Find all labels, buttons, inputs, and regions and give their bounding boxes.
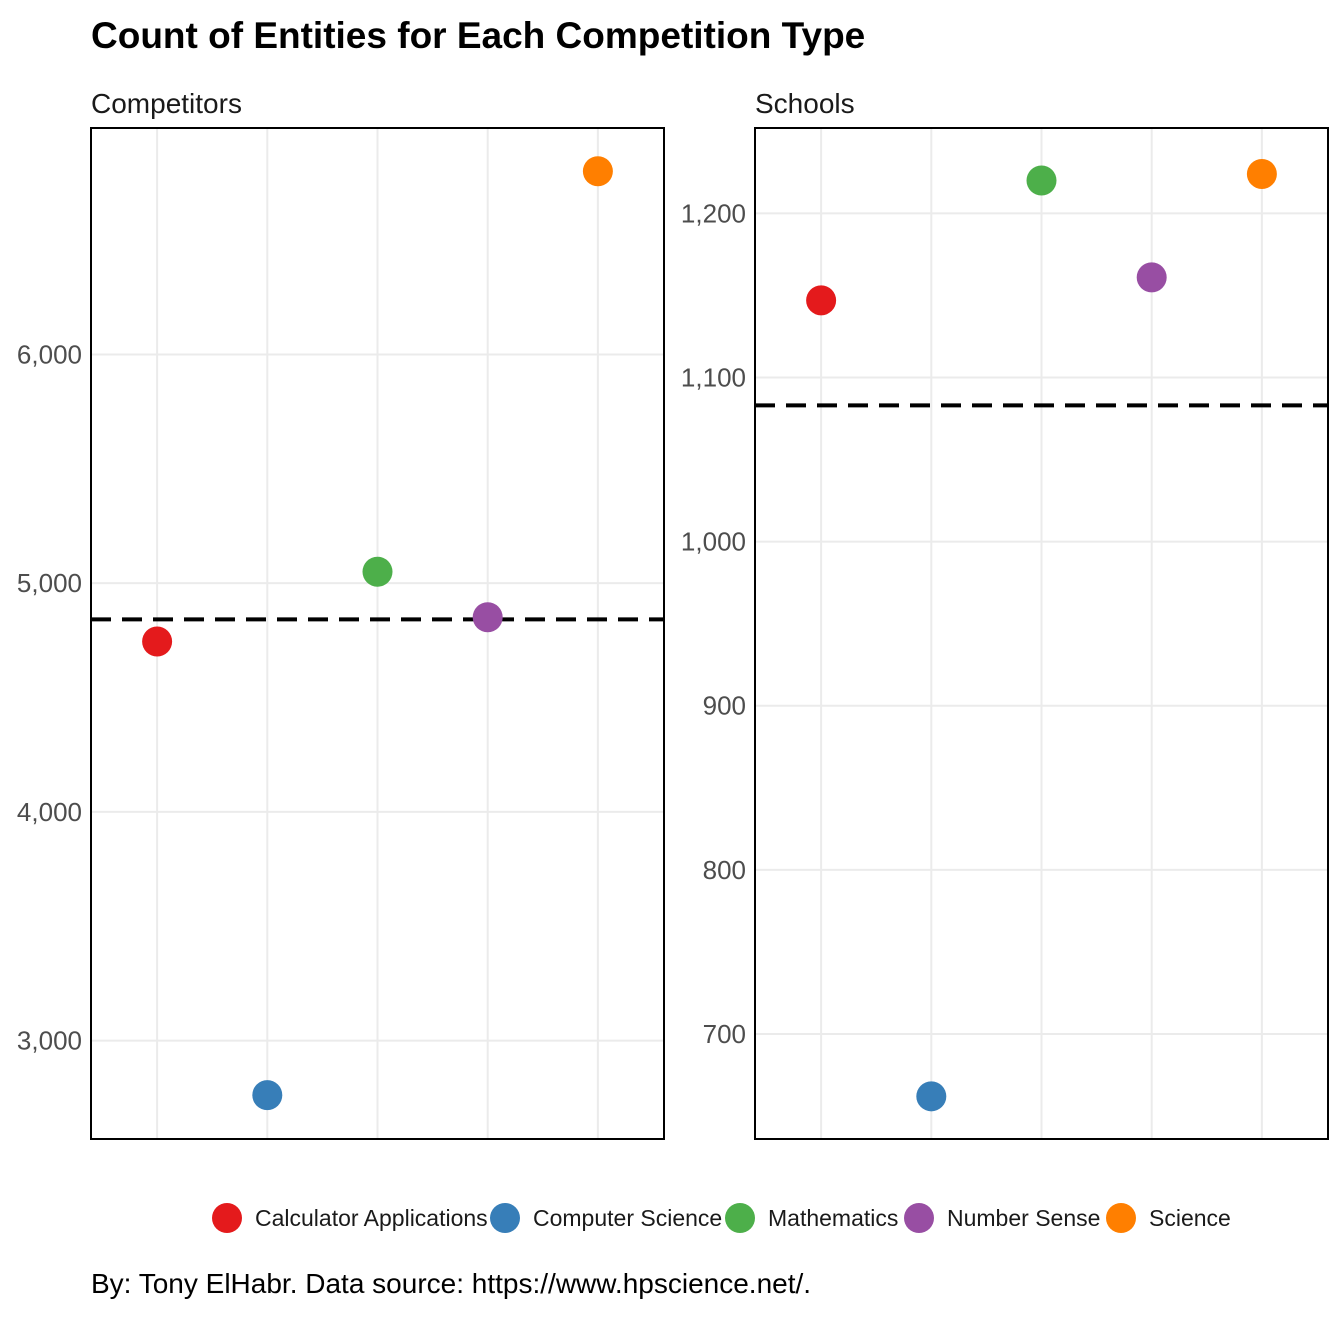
legend-key <box>904 1203 934 1233</box>
chart-title: Count of Entities for Each Competition T… <box>91 15 865 56</box>
y-tick-label: 6,000 <box>17 339 82 369</box>
panel-frame <box>754 127 1329 1140</box>
panel-label-schools: Schools <box>755 88 855 119</box>
data-point <box>1026 165 1057 196</box>
legend-key <box>212 1203 242 1233</box>
panel-competitors: Competitors 3,000 4,000 5,000 6,000 <box>17 88 665 1140</box>
y-tick-label: 1,100 <box>681 362 746 392</box>
legend: Calculator Applications Computer Science M… <box>212 1203 1231 1233</box>
y-tick-label: 800 <box>703 855 746 885</box>
legend-label: Number Sense <box>947 1205 1100 1231</box>
data-point <box>362 556 393 587</box>
y-tick-label: 1,000 <box>681 527 746 557</box>
legend-key <box>725 1203 755 1233</box>
legend-label: Science <box>1149 1205 1231 1231</box>
y-tick-label: 700 <box>703 1019 746 1049</box>
legend-label: Calculator Applications <box>255 1205 488 1231</box>
data-point <box>252 1080 283 1111</box>
y-tick-label: 900 <box>703 691 746 721</box>
data-point <box>142 626 173 657</box>
legend-label: Mathematics <box>768 1205 898 1231</box>
panel-label-competitors: Competitors <box>91 88 242 119</box>
data-point <box>582 156 613 187</box>
panel-schools: Schools 700 800 900 1,000 1,100 1,200 <box>681 88 1329 1140</box>
data-point <box>1246 158 1277 189</box>
y-tick-label: 3,000 <box>17 1026 82 1056</box>
data-point <box>472 602 503 633</box>
legend-label: Computer Science <box>533 1205 722 1231</box>
y-tick-label: 5,000 <box>17 568 82 598</box>
panel-frame <box>90 127 665 1140</box>
legend-key <box>490 1203 520 1233</box>
y-tick-label: 4,000 <box>17 797 82 827</box>
data-point <box>916 1081 947 1112</box>
data-point <box>806 285 837 316</box>
legend-key <box>1106 1203 1136 1233</box>
y-tick-label: 1,200 <box>681 198 746 228</box>
data-point <box>1136 262 1167 293</box>
chart-caption: By: Tony ElHabr. Data source: https://ww… <box>91 1268 811 1299</box>
